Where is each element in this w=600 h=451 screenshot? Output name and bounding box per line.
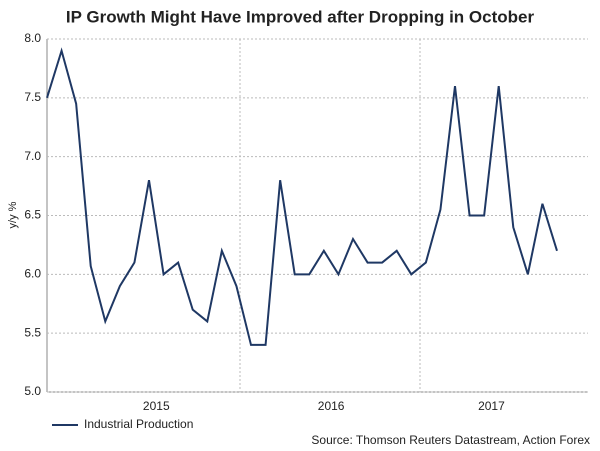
y-tick-label: 5.0 [24,384,41,398]
y-tick-label: 5.5 [24,325,41,339]
chart-title: IP Growth Might Have Improved after Drop… [66,7,535,26]
y-tick-label: 7.5 [24,90,41,104]
data-line [46,47,558,346]
x-tick-label: 2015 [143,399,170,413]
y-tick-label: 6.5 [24,208,41,222]
x-tick-label: 2017 [478,399,505,413]
source-note: Source: Thomson Reuters Datastream, Acti… [311,433,590,447]
y-tick-label: 8.0 [24,31,41,45]
y-tick-label: 6.0 [24,267,41,281]
y-tick-label: 7.0 [24,149,41,163]
y-axis-label: y/y % [7,201,19,228]
legend-label: Industrial Production [84,417,193,431]
x-tick-label: 2016 [318,399,345,413]
